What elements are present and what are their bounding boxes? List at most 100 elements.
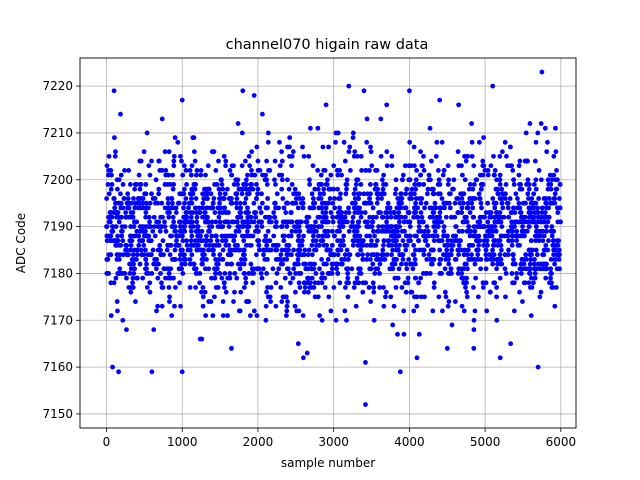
data-point: [526, 247, 532, 253]
data-point: [263, 238, 268, 244]
data-point: [194, 210, 199, 215]
data-point: [455, 271, 461, 276]
data-point: [283, 313, 289, 318]
data-point: [224, 186, 230, 192]
data-point: [481, 135, 487, 141]
data-point: [292, 303, 298, 309]
data-point: [247, 313, 253, 318]
data-point: [147, 280, 153, 286]
data-point: [235, 242, 240, 248]
data-point: [199, 289, 204, 295]
data-point: [241, 271, 247, 276]
data-point: [492, 168, 498, 173]
data-point: [259, 111, 265, 117]
data-point: [284, 224, 290, 230]
data-point: [541, 196, 547, 201]
data-point: [156, 191, 162, 197]
data-point: [127, 182, 133, 187]
data-point: [150, 196, 156, 201]
data-point: [265, 139, 271, 145]
data-point: [259, 275, 265, 281]
data-point: [216, 256, 222, 262]
data-point: [361, 88, 367, 94]
data-point: [303, 266, 309, 272]
data-point: [241, 247, 247, 253]
data-point: [155, 200, 161, 206]
data-point: [121, 252, 126, 258]
data-point: [317, 313, 322, 318]
data-point: [535, 364, 541, 370]
data-point: [525, 219, 531, 225]
data-point: [171, 158, 177, 164]
data-point: [357, 205, 362, 211]
data-point: [184, 219, 190, 225]
data-point: [350, 219, 355, 225]
data-point: [372, 186, 378, 192]
data-point: [489, 224, 494, 230]
data-point: [172, 247, 178, 253]
data-point: [114, 210, 120, 215]
data-point: [426, 172, 432, 178]
data-point: [390, 247, 396, 253]
data-point: [337, 228, 343, 234]
data-point: [285, 219, 290, 225]
data-point: [471, 233, 476, 239]
data-point: [128, 242, 134, 248]
data-point: [375, 228, 381, 234]
data-point: [315, 186, 321, 192]
data-point: [153, 177, 159, 183]
data-point: [284, 308, 290, 314]
data-point: [311, 224, 317, 230]
data-point: [121, 196, 127, 201]
y-tick-label: 7210: [42, 126, 73, 140]
data-point: [181, 191, 187, 197]
data-point: [233, 247, 239, 253]
data-point: [173, 205, 179, 211]
data-point: [424, 256, 430, 262]
data-point: [434, 224, 440, 230]
data-point: [549, 224, 555, 230]
data-point: [368, 149, 374, 155]
data-point: [211, 252, 216, 258]
data-point: [503, 271, 509, 276]
data-point: [137, 182, 143, 187]
data-point: [435, 182, 441, 187]
data-point: [220, 247, 226, 253]
data-point: [163, 168, 169, 173]
data-point: [173, 210, 179, 215]
data-point: [126, 285, 132, 290]
data-point: [418, 149, 423, 155]
data-point: [277, 163, 283, 169]
data-point: [237, 308, 243, 314]
data-point: [245, 228, 250, 234]
data-point: [406, 238, 412, 244]
data-point: [459, 271, 465, 276]
data-point: [364, 256, 370, 262]
data-point: [512, 219, 518, 225]
data-point: [428, 158, 434, 164]
data-point: [130, 280, 135, 286]
data-point: [413, 261, 418, 267]
data-point: [233, 177, 239, 183]
data-point: [419, 214, 425, 220]
data-point: [434, 233, 440, 239]
data-point: [111, 88, 117, 94]
data-point: [367, 256, 373, 262]
data-point: [383, 182, 389, 187]
data-point: [470, 205, 476, 211]
data-point: [428, 177, 433, 183]
y-tick-label: 7160: [42, 360, 73, 374]
data-point: [350, 242, 356, 248]
data-point: [105, 182, 111, 187]
data-point: [533, 247, 539, 253]
data-point: [461, 200, 466, 206]
data-point: [116, 369, 122, 375]
data-point: [249, 266, 255, 272]
y-tick-label: 7150: [42, 407, 73, 421]
data-point: [416, 238, 421, 244]
data-point: [237, 266, 243, 272]
data-point: [466, 242, 472, 248]
data-point: [437, 210, 443, 215]
data-point: [402, 163, 408, 169]
data-point: [391, 303, 397, 309]
